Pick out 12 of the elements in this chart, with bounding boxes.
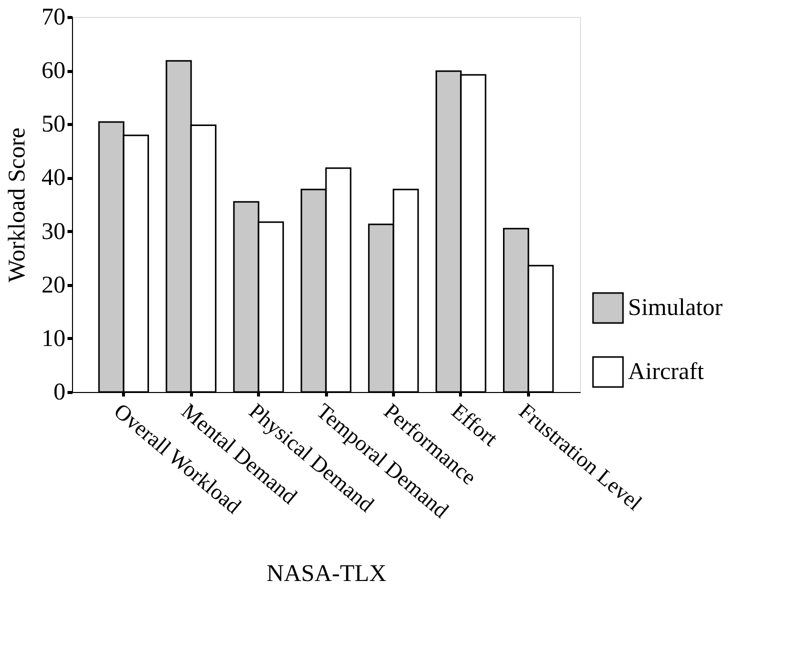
legend-label: Simulator <box>628 295 723 321</box>
y-tick-label: 60 <box>42 58 66 84</box>
y-tick-label: 10 <box>42 326 66 352</box>
y-tick-label: 50 <box>42 112 66 138</box>
y-tick-label: 30 <box>42 218 66 245</box>
y-tick-label: 40 <box>42 165 66 192</box>
y-axis-title: Workload Score <box>4 128 30 282</box>
legend-label: Aircraft <box>628 359 704 385</box>
y-tick-label: 0 <box>54 380 66 406</box>
y-tick-label: 20 <box>42 272 66 298</box>
x-axis-title: NASA-TLX <box>266 561 386 588</box>
y-tick-label: 70 <box>42 4 66 30</box>
